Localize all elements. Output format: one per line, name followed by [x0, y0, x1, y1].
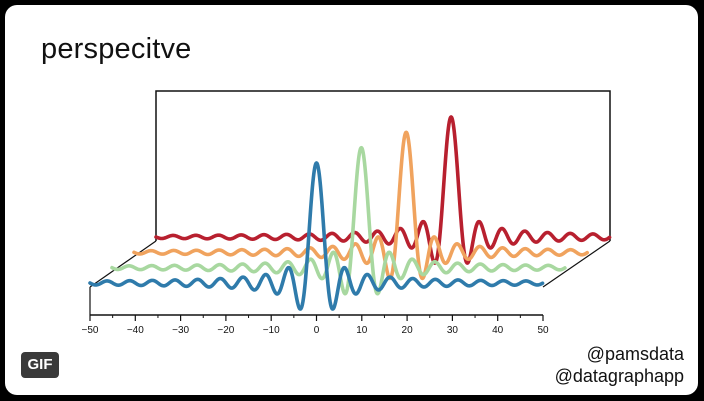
x-tick-label-2: −30	[172, 325, 189, 336]
x-tick-label-6: 10	[356, 325, 368, 336]
x-tick-label-4: −10	[263, 325, 280, 336]
series-line-1	[110, 145, 567, 296]
x-tick-label-10: 50	[537, 325, 549, 336]
credits: @pamsdata @datagraphapp	[555, 343, 684, 387]
perspective-chart: −50 −40 −30 −20 −10 0 10 20 30 40 50	[82, 90, 612, 336]
chart-title: perspecitve	[41, 33, 192, 65]
series-layer	[88, 115, 612, 311]
series-line-0	[88, 161, 545, 311]
x-tick-label-7: 20	[402, 325, 414, 336]
gif-badge: GIF	[21, 352, 59, 378]
series-line-3	[154, 115, 612, 265]
back-wall	[155, 90, 611, 241]
series-line-2	[132, 130, 590, 281]
x-tick-label-1: −40	[127, 325, 144, 336]
floor-right-edge	[542, 240, 611, 288]
x-tick-label-9: 40	[492, 325, 504, 336]
x-tick-label-0: −50	[82, 325, 99, 336]
x-tick-label-8: 30	[447, 325, 459, 336]
chart-walls	[89, 90, 611, 315]
x-tick-label-5: 0	[314, 325, 320, 336]
floor-left-edge	[89, 240, 157, 288]
chart-card: perspecitve −50 −40 −30 −20 −10 0 10 20 30 40 50 @…	[5, 5, 698, 395]
x-tick-label-3: −20	[217, 325, 234, 336]
credit-pamsdata: @pamsdata	[586, 344, 684, 364]
x-axis: −50 −40 −30 −20 −10 0 10 20 30 40 50	[82, 314, 549, 336]
credit-datagraphapp: @datagraphapp	[554, 366, 684, 386]
